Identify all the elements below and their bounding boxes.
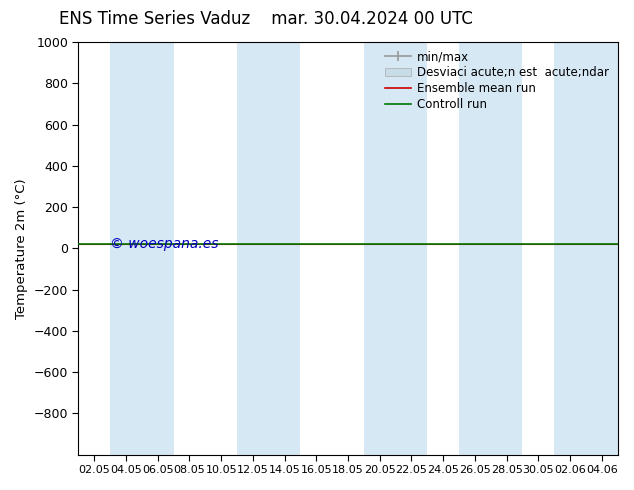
- Text: ENS Time Series Vaduz    mar. 30.04.2024 00 UTC: ENS Time Series Vaduz mar. 30.04.2024 00…: [60, 10, 473, 28]
- Y-axis label: Temperature 2m (°C): Temperature 2m (°C): [15, 178, 28, 318]
- Legend: min/max, Desviaci acute;n est  acute;ndar, Ensemble mean run, Controll run: min/max, Desviaci acute;n est acute;ndar…: [383, 48, 612, 114]
- Bar: [364, 42, 427, 455]
- Bar: [554, 42, 618, 455]
- Bar: [459, 42, 522, 455]
- Text: © woespana.es: © woespana.es: [110, 237, 219, 251]
- Bar: [110, 42, 174, 455]
- Bar: [237, 42, 301, 455]
